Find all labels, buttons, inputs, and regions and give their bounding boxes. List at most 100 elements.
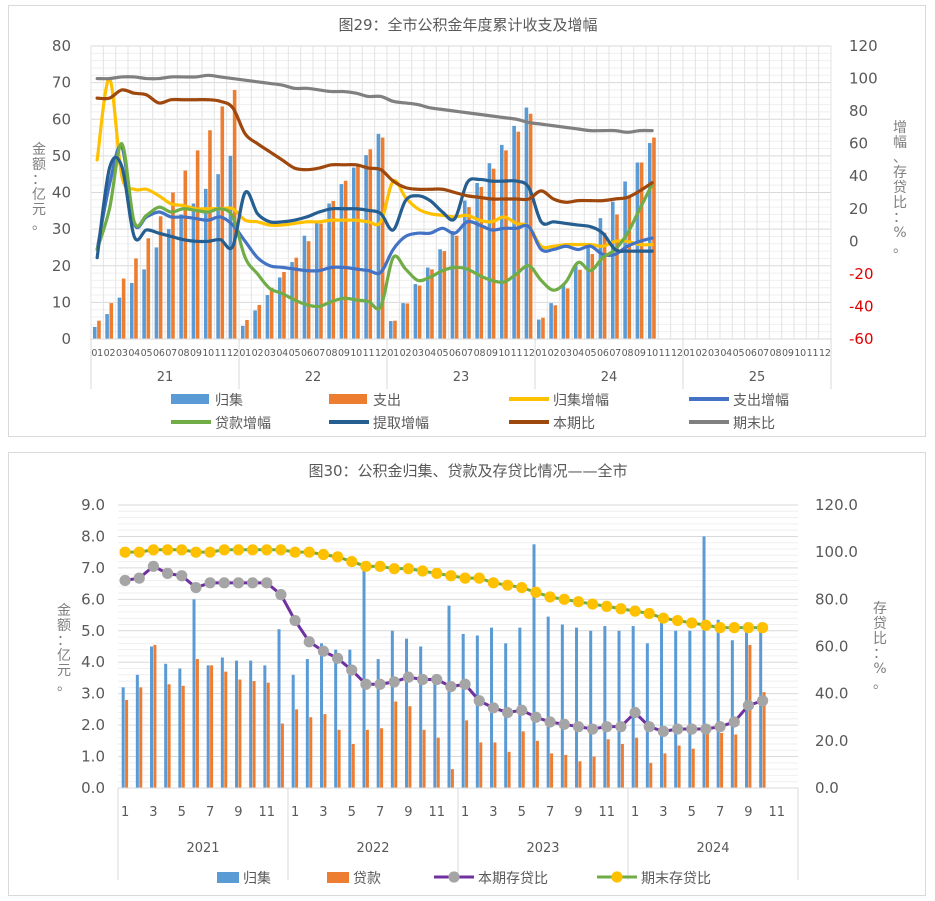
bar xyxy=(158,216,163,339)
data-point xyxy=(572,721,585,733)
x-tick-label: 01 xyxy=(91,348,103,359)
bar xyxy=(592,756,596,788)
bar xyxy=(461,633,465,788)
bar xyxy=(191,203,196,339)
y-tick-label: 0.0 xyxy=(81,779,105,797)
data-point xyxy=(360,678,372,690)
y2-axis-title: 增幅、存贷比：%。 xyxy=(893,120,907,256)
y2-axis-title-char: 比 xyxy=(873,631,887,647)
y-tick-label: 60 xyxy=(52,110,71,128)
bar xyxy=(627,196,632,339)
legend-label: 归集 xyxy=(215,392,243,409)
bar xyxy=(553,305,558,339)
x-tick-label: 05 xyxy=(141,348,153,359)
legend-item: 归集增幅 xyxy=(509,392,609,409)
chart-title: 图29：全市公积金年度累计收支及增幅 xyxy=(338,16,597,34)
x-tick-label: 11 xyxy=(363,348,375,359)
chart-1-svg: 图29：全市公积金年度累计收支及增幅01020304050607080-60-4… xyxy=(32,16,907,432)
x-tick-label: 5 xyxy=(178,805,186,820)
bar xyxy=(590,254,595,339)
data-point xyxy=(331,551,344,563)
x-tick-label: 07 xyxy=(313,348,325,359)
legend-label: 支出增幅 xyxy=(733,393,789,409)
line-series-期末存贷比 xyxy=(119,544,769,634)
bar xyxy=(309,717,313,788)
data-point xyxy=(544,591,556,603)
bar xyxy=(150,646,154,788)
data-point xyxy=(119,574,131,587)
y2-tick-label: 60.0 xyxy=(815,638,848,656)
y-tick-label: 50 xyxy=(52,147,71,165)
x-tick-label: 01 xyxy=(535,348,547,359)
bar xyxy=(586,247,590,339)
data-point xyxy=(317,548,330,561)
y-tick-label: 9.0 xyxy=(81,496,105,514)
bar xyxy=(154,247,159,339)
y2-tick-label: 100 xyxy=(849,70,878,88)
x-tick-label: 08 xyxy=(622,348,634,359)
chart-title: 图30：公积金归集、贷款及存贷比情况——全市 xyxy=(308,462,627,480)
bar xyxy=(493,742,497,788)
bar xyxy=(390,630,394,788)
y2-axis-title: 存贷比：%。 xyxy=(873,601,887,692)
x-tick-label: 1 xyxy=(461,805,469,820)
bar xyxy=(447,605,451,788)
bar xyxy=(134,258,138,339)
bar xyxy=(450,230,455,339)
y2-tick-label: -20 xyxy=(849,265,874,283)
data-point xyxy=(303,636,315,648)
data-point xyxy=(161,567,174,579)
data-point xyxy=(388,563,400,575)
y2-tick-label: 120 xyxy=(849,37,878,55)
data-point xyxy=(275,544,287,556)
bar xyxy=(413,284,418,339)
x-tick-label: 05 xyxy=(733,348,745,359)
bar xyxy=(487,163,492,339)
x-tick-label: 10 xyxy=(202,348,214,359)
data-point xyxy=(501,579,514,591)
y-axis-title-char: 。 xyxy=(57,678,71,694)
bar xyxy=(422,729,426,788)
bar xyxy=(705,731,709,788)
bar xyxy=(167,684,171,788)
x-tick-label: 9 xyxy=(574,805,582,820)
data-point xyxy=(431,673,443,686)
x-tick-label: 9 xyxy=(234,805,242,820)
data-point xyxy=(388,676,400,688)
data-point xyxy=(615,721,627,733)
x-year-label: 24 xyxy=(601,370,618,385)
x-tick-label: 3 xyxy=(659,805,667,820)
series-line xyxy=(125,548,763,630)
bar xyxy=(507,751,511,788)
y-axis-title-char: 亿 xyxy=(57,648,71,664)
data-point xyxy=(487,702,500,714)
bar xyxy=(192,599,196,788)
x-tick-label: 01 xyxy=(683,348,695,359)
data-point xyxy=(275,589,287,601)
bar xyxy=(578,761,582,788)
bar xyxy=(146,238,151,339)
data-point xyxy=(431,567,443,579)
bar xyxy=(691,748,695,788)
data-point xyxy=(402,563,415,575)
bar xyxy=(210,665,214,788)
x-tick-label: 07 xyxy=(461,348,473,359)
x-tick-label: 08 xyxy=(770,348,782,359)
y-axis-title-char: ： xyxy=(32,172,46,188)
bar xyxy=(730,640,734,788)
x-tick-label: 5 xyxy=(688,805,696,820)
bar xyxy=(467,207,471,339)
x-tick-label: 08 xyxy=(474,348,486,359)
bar xyxy=(660,621,664,788)
y2-tick-label: 60 xyxy=(849,135,868,153)
bar xyxy=(356,165,360,339)
data-point xyxy=(402,671,415,683)
data-point xyxy=(615,603,627,615)
bar xyxy=(320,643,324,788)
bar xyxy=(306,241,311,339)
bar xyxy=(652,137,656,339)
x-tick-label: 05 xyxy=(437,348,449,359)
bar xyxy=(550,753,554,788)
line-series-贷款增幅 xyxy=(95,142,654,311)
data-point xyxy=(147,544,160,556)
